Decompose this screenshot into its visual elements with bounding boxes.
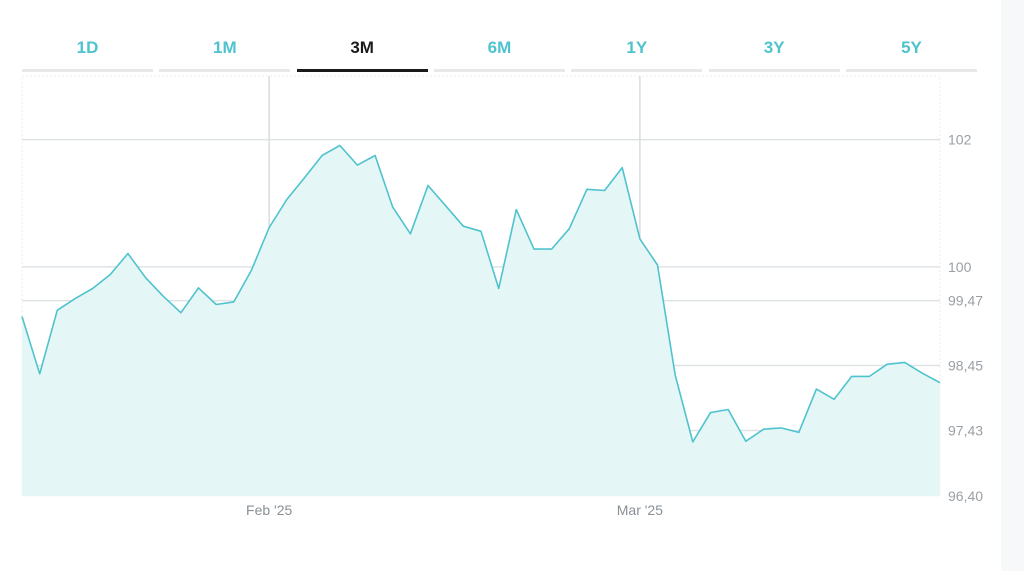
y-axis: 102 100 99,47 98,45 97,43 96,40: [948, 132, 983, 504]
y-tick-label: 98,45: [948, 358, 983, 374]
period-tabs: 1D 1M 3M 6M 1Y 3Y 5Y: [22, 28, 977, 72]
right-edge-panel: [1001, 0, 1024, 571]
tab-5y[interactable]: 5Y: [845, 28, 977, 72]
area-fill: [22, 145, 940, 496]
chart-area-layer: [21, 144, 941, 496]
price-line: [21, 144, 941, 443]
tab-1y[interactable]: 1Y: [571, 28, 703, 72]
x-axis: Feb '25 Mar '25: [246, 502, 663, 518]
tab-3y[interactable]: 3Y: [708, 28, 840, 72]
y-tick-label: 99,47: [948, 293, 983, 309]
tab-3m[interactable]: 3M: [296, 28, 428, 72]
tab-1m[interactable]: 1M: [159, 28, 291, 72]
y-tick-label: 100: [948, 259, 972, 275]
y-tick-label: 97,43: [948, 422, 983, 438]
tab-6m[interactable]: 6M: [433, 28, 565, 72]
x-tick-label: Feb '25: [246, 502, 292, 518]
x-tick-label: Mar '25: [617, 502, 663, 518]
y-tick-label: 102: [948, 132, 972, 148]
tab-1d[interactable]: 1D: [22, 28, 153, 72]
y-tick-label: 96,40: [948, 488, 983, 504]
